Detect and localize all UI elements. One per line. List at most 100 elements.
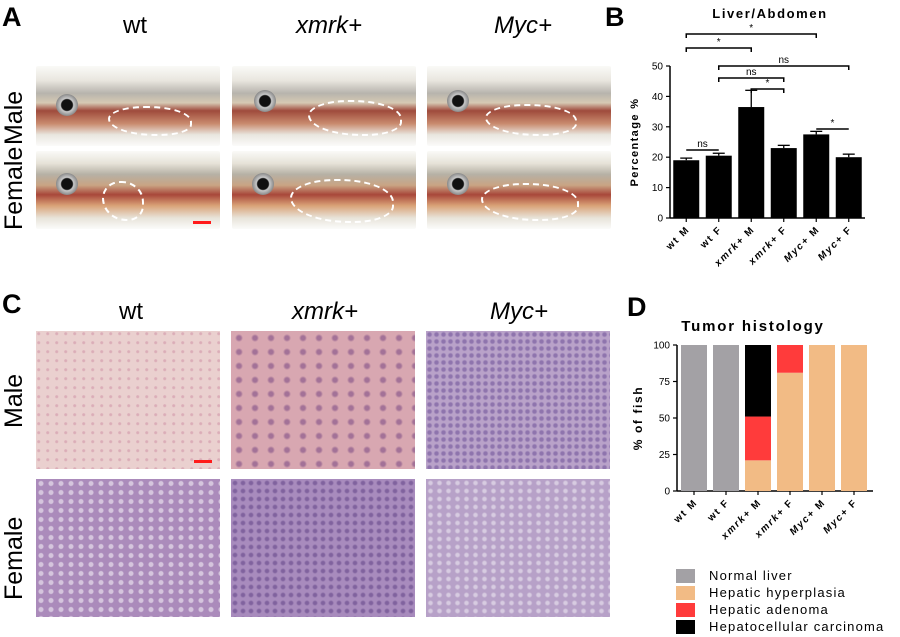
panel-letter-d: D	[627, 292, 647, 322]
fish-photo-wt-female	[36, 151, 220, 229]
histology-myc-female	[426, 479, 610, 617]
chart-d-x-tick-label: wt F	[705, 497, 732, 524]
chart-d-y-tick-label: 50	[659, 414, 671, 425]
chart-b-significance-label: ns	[778, 55, 789, 66]
fish-eye	[56, 173, 78, 195]
panel-c-col-myc: Myc+	[489, 298, 548, 325]
chart-d-bar-segment	[745, 345, 771, 417]
legend-item-normal-liver: Normal liver	[676, 568, 793, 583]
fish-photo-myc-female	[427, 151, 611, 229]
chart-b-bar	[835, 157, 862, 218]
chart-d-y-tick-label: 100	[653, 341, 670, 352]
chart-d-y-label: % of fish	[631, 386, 645, 450]
panel-letter-a: A	[2, 2, 22, 32]
liver-outline	[308, 100, 402, 136]
fish-photo-wt-male	[36, 66, 220, 146]
chart-d-bar-segment	[713, 345, 739, 491]
legend-label: Hepatocellular carcinoma	[709, 619, 885, 634]
chart-b-y-tick-label: 20	[652, 153, 664, 164]
chart-d-x-tick-label: Myc+ F	[821, 497, 860, 536]
chart-d-bar-segment	[809, 345, 835, 491]
histology-xmrk-female	[231, 479, 415, 617]
histology-wt-male	[36, 331, 220, 469]
liver-outline	[108, 106, 192, 136]
panel-letter-c: C	[2, 289, 22, 319]
fish-eye	[254, 90, 276, 112]
chart-b-significance-bracket	[750, 88, 785, 93]
chart-b-significance-bracket	[685, 33, 817, 38]
chart-b-y-label: Percentage %	[629, 98, 641, 187]
chart-d-bar-segment	[745, 460, 771, 491]
scale-bar	[193, 221, 211, 224]
panel-letter-b: B	[605, 2, 625, 32]
panel-c-col-xmrk: xmrk+	[292, 298, 358, 325]
panel-c-row-female: Female	[0, 516, 28, 600]
chart-d-bar-segment	[777, 372, 803, 491]
legend-item-hepatic-hyperplasia: Hepatic hyperplasia	[676, 585, 846, 600]
chart-b-significance-label: *	[717, 37, 721, 48]
panel-a-col-myc: Myc+	[493, 12, 552, 39]
chart-b-y-tick-label: 0	[657, 214, 663, 225]
chart-b-y-tick-label: 10	[652, 183, 664, 194]
chart-b-significance-label: ns	[746, 67, 757, 78]
chart-d-bar-segment	[777, 345, 803, 373]
chart-b-significance-label: *	[831, 118, 835, 129]
legend-item-hepatic-adenoma: Hepatic adenoma	[676, 602, 829, 617]
fish-eye	[56, 94, 78, 116]
chart-b-significance-bracket	[718, 77, 785, 82]
panel-a-row-male: Male	[0, 90, 28, 145]
panel-c-row-male: Male	[0, 373, 28, 428]
scale-bar	[194, 460, 212, 463]
fish-eye	[252, 173, 274, 195]
chart-b-significance-bracket	[718, 65, 850, 70]
chart-b-bar	[770, 148, 797, 218]
chart-b-title: Liver/Abdomen	[712, 6, 827, 21]
chart-b-x-tick-label: Myc+ F	[816, 224, 855, 263]
liver-outline	[481, 183, 579, 221]
legend-label: Hepatic hyperplasia	[709, 585, 846, 600]
chart-b-x-tick-label: wt F	[698, 224, 725, 251]
chart-b-bar	[673, 160, 700, 218]
chart-b-bar	[803, 134, 830, 218]
chart-d-y-tick-label: 75	[659, 377, 671, 388]
chart-d-bar-segment	[841, 345, 867, 491]
chart-b-y-tick-label: 50	[652, 62, 664, 73]
chart-d-title: Tumor histology	[681, 318, 824, 335]
legend-swatch	[676, 568, 695, 583]
liver-outline	[485, 104, 577, 136]
chart-b-x-tick-label: wt M	[664, 224, 693, 253]
chart-b-bar	[705, 155, 732, 218]
panel-c-col-wt: wt	[119, 298, 143, 325]
legend-label: Normal liver	[709, 568, 793, 583]
chart-d-y-tick-label: 0	[664, 487, 670, 498]
histology-xmrk-male	[231, 331, 415, 469]
liver-outline	[102, 181, 144, 221]
panel-a-row-female: Female	[0, 146, 28, 230]
liver-outline	[290, 179, 394, 223]
chart-d-bar-segment	[745, 416, 771, 461]
legend-swatch	[676, 602, 695, 617]
chart-b-significance-label: ns	[697, 139, 708, 150]
chart-b-y-tick-label: 30	[652, 122, 664, 133]
liver-abdomen-chart: Liver/Abdomen 0 10 20 30 40 50 Percentage % wt M…	[629, 6, 865, 270]
fish-eye	[447, 90, 469, 112]
chart-d-bar-segment	[681, 345, 707, 491]
legend-item-hepatocellular-carcinoma: Hepatocellular carcinoma	[676, 619, 884, 634]
chart-b-significance-label: *	[749, 23, 753, 34]
fish-photo-xmrk-male	[232, 66, 416, 146]
histology-wt-female	[36, 479, 220, 617]
histology-myc-male	[426, 331, 610, 469]
chart-b-bar	[738, 107, 765, 218]
panel-a-col-xmrk: xmrk+	[296, 12, 362, 39]
panel-a-col-wt: wt	[123, 12, 147, 39]
chart-d-x-tick-label: wt M	[671, 497, 700, 526]
legend-label: Hepatic adenoma	[709, 602, 829, 617]
chart-b-significance-label: *	[766, 78, 770, 89]
chart-b-y-tick-label: 40	[652, 92, 664, 103]
chart-b-significance-bracket	[685, 47, 752, 52]
fish-photo-xmrk-female	[232, 151, 416, 229]
chart-d-y-tick-label: 25	[659, 450, 671, 461]
fish-photo-myc-male	[427, 66, 611, 146]
legend-swatch	[676, 585, 695, 600]
